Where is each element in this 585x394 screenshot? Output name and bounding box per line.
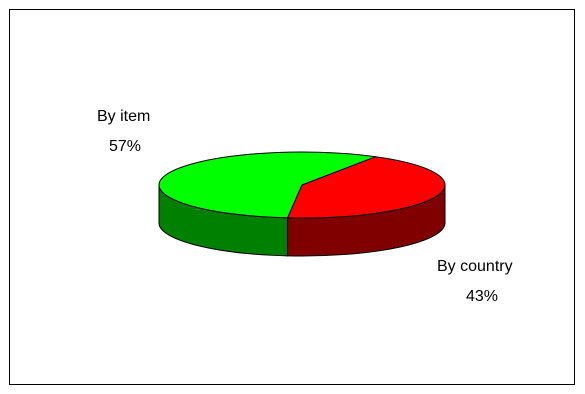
slice-percent-by-item: 57% (109, 138, 141, 155)
slice-by-country (286, 156, 446, 219)
slice-percent-by-country: 43% (466, 288, 498, 305)
pie-tops (158, 151, 446, 219)
slice-label-by-country: By country (437, 258, 513, 275)
slice-by-item (158, 151, 376, 219)
slice-label-by-item: By item (97, 108, 150, 125)
